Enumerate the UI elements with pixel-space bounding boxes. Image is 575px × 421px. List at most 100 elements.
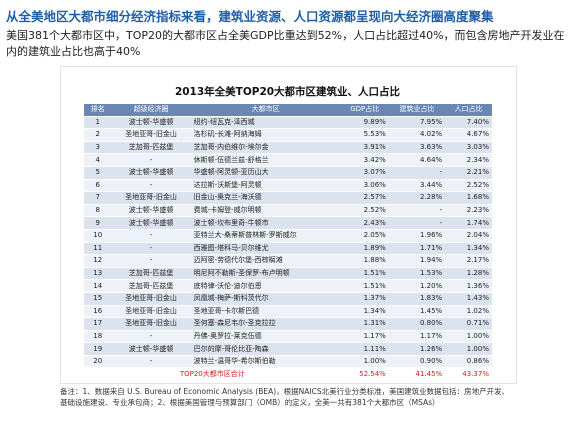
table-cell: 1.31% (340, 317, 389, 331)
table-cell: 3.07% (340, 166, 389, 180)
table-row: 5 波士顿-华盛顿 华盛顿-阿灵顿-亚历山大 3.07% -2.21% (84, 166, 492, 180)
intro-text: 美国381个大都市区中，TOP20的大都市区占全美GDP比重达到52%，人口占比… (6, 29, 565, 58)
table-cell: 4 (84, 153, 112, 167)
table-cell: 19 (84, 342, 112, 356)
table-cell: - (388, 216, 446, 230)
table-cell: 15 (84, 292, 112, 306)
table-row: 15 圣地亚哥-旧金山 凤凰城-梅萨-斯科茨代尔 1.37% 1.83% 1.43% (84, 292, 492, 306)
total-cell: 52.54% (340, 367, 389, 382)
table-cell: 迈阿密-劳德代尔堡-西棕榈滩 (190, 254, 341, 268)
column-header: 超级经济圈 (111, 104, 191, 117)
table-cell: 3.06% (340, 179, 389, 193)
table-cell: 达拉斯-沃斯堡-阿灵顿 (190, 179, 341, 193)
table-cell: 2.43% (340, 216, 389, 230)
table-cell: 0.90% (388, 355, 446, 369)
table-cell: 2.28% (388, 191, 446, 205)
table-cell: 6 (84, 179, 112, 193)
table-row: 20- 波特兰-温哥华-希尔斯伯勒 1.00% 0.90% 0.86% (84, 355, 492, 369)
table-cell: 波士顿-华盛顿 (111, 166, 191, 180)
table-cell: 明尼阿不勒斯-圣保罗-布卢明顿 (190, 267, 341, 281)
table-cell: 2.34% (445, 153, 492, 167)
table-cell: 4.67% (445, 128, 492, 142)
table-cell: 费城-卡姆登-威尔明顿 (190, 204, 341, 218)
table-cell: - (111, 229, 191, 243)
table-cell: 芝加哥-内伯维尔-埃尔金 (190, 141, 341, 155)
table-cell: 2.23% (445, 204, 492, 218)
table-cell: - (111, 355, 191, 369)
table-cell: 底特律-沃伦-迪尔伯恩 (190, 279, 341, 293)
table-cell: 圣地亚哥-旧金山 (111, 191, 191, 205)
table-cell: 1.51% (340, 279, 389, 293)
table-row: 6- 达拉斯-沃斯堡-阿灵顿 3.06% 3.44% 2.52% (84, 179, 492, 193)
table-cell: 2.17% (445, 254, 492, 268)
table-cell: 1.89% (340, 242, 389, 256)
table-cell: - (388, 204, 446, 218)
table-cell: 2.57% (340, 191, 389, 205)
table-cell: 1.02% (445, 305, 492, 319)
table-cell: 9.89% (340, 116, 389, 130)
footnote: 备注：1、数据来自 U.S. Bureau of Economic Analys… (60, 387, 510, 407)
table-row: 4- 休斯顿-伍德兰兹-舒格兰 3.42% 4.64% 2.34% (84, 153, 492, 167)
table-cell: 1.00% (445, 342, 492, 356)
table-cell: 1.00% (445, 330, 492, 344)
table-row: 8 波士顿-华盛顿 费城-卡姆登-威尔明顿 2.52% -2.23% (84, 204, 492, 218)
table-cell: 圣地亚哥-旧金山 (111, 317, 191, 331)
table-cell: 5 (84, 166, 112, 180)
table-cell: 1.68% (445, 191, 492, 205)
table-cell: - (111, 179, 191, 193)
table-cell: 1.00% (340, 355, 389, 369)
table-cell: 1.11% (340, 342, 389, 356)
table-cell: 3.42% (340, 153, 389, 167)
table-cell: 1.26% (388, 342, 446, 356)
table-cell: 1.51% (340, 267, 389, 281)
column-header: 人口占比 (445, 104, 492, 117)
table-cell: 1.17% (340, 330, 389, 344)
table-cell: 2.52% (445, 179, 492, 193)
table-cell: 芝加哥-匹兹堡 (111, 267, 191, 281)
total-cell: 43.37% (445, 367, 492, 382)
table-cell: 0.86% (445, 355, 492, 369)
table-cell: 1.94% (388, 254, 446, 268)
table-row: 16 圣地亚哥-旧金山 圣地亚哥-卡尔斯巴德 1.34% 1.45% 1.02% (84, 305, 492, 319)
table-cell: 凤凰城-梅萨-斯科茨代尔 (190, 292, 341, 306)
table-cell: 1.36% (445, 279, 492, 293)
table-title: 2013年全美TOP20大都市区建筑业、人口占比 (174, 86, 401, 98)
table-cell: 1.88% (340, 254, 389, 268)
table-row: 11- 西雅图-塔科马-贝尔维尤 1.89% 1.71% 1.34% (84, 242, 492, 256)
table-cell: 波士顿-华盛顿 (111, 342, 191, 356)
table-cell: 圣何塞-森尼韦尔-圣克拉拉 (190, 317, 341, 331)
table-cell: 芝加哥-匹兹堡 (111, 141, 191, 155)
table-cell: 1 (84, 116, 112, 130)
total-cell: 41.45% (388, 367, 446, 382)
table-cell: 1.83% (388, 292, 446, 306)
table-cell: 芝加哥-匹兹堡 (111, 279, 191, 293)
column-header: 建筑业占比 (388, 104, 446, 117)
table-cell: 圣地亚哥-卡尔斯巴德 (190, 305, 341, 319)
table-cell: 9 (84, 216, 112, 230)
table-cell: 11 (84, 242, 112, 256)
table-cell: - (388, 166, 446, 180)
table-cell: 1.20% (388, 279, 446, 293)
table-cell: 波特兰-温哥华-希尔斯伯勒 (190, 355, 341, 369)
table-cell: 圣地亚哥-旧金山 (111, 305, 191, 319)
table-cell: 1.53% (388, 267, 446, 281)
table-cell: 丹佛-奥罗拉-莱克伍德 (190, 330, 341, 344)
table-cell: 波士顿-华盛顿 (111, 116, 191, 130)
table-cell: 2.05% (340, 229, 389, 243)
table-cell: 7 (84, 191, 112, 205)
table-cell: 1.34% (445, 242, 492, 256)
table-cell: 1.74% (445, 216, 492, 230)
table-cell: 1.34% (340, 305, 389, 319)
table-cell: 圣地亚哥-旧金山 (111, 128, 191, 142)
table-cell: 16 (84, 305, 112, 319)
table-cell: 8 (84, 204, 112, 218)
table-row: 17 圣地亚哥-旧金山 圣何塞-森尼韦尔-圣克拉拉 1.31% 0.80% 0.71% (84, 317, 492, 331)
table-cell: 17 (84, 317, 112, 331)
column-header: 大都市区 (190, 104, 341, 117)
table-cell: 3.63% (388, 141, 446, 155)
table-cell: 3 (84, 141, 112, 155)
table-cell: 1.43% (445, 292, 492, 306)
table-cell: 巴尔的摩-哥伦比亚-陶森 (190, 342, 341, 356)
column-header: 排名 (84, 104, 112, 117)
